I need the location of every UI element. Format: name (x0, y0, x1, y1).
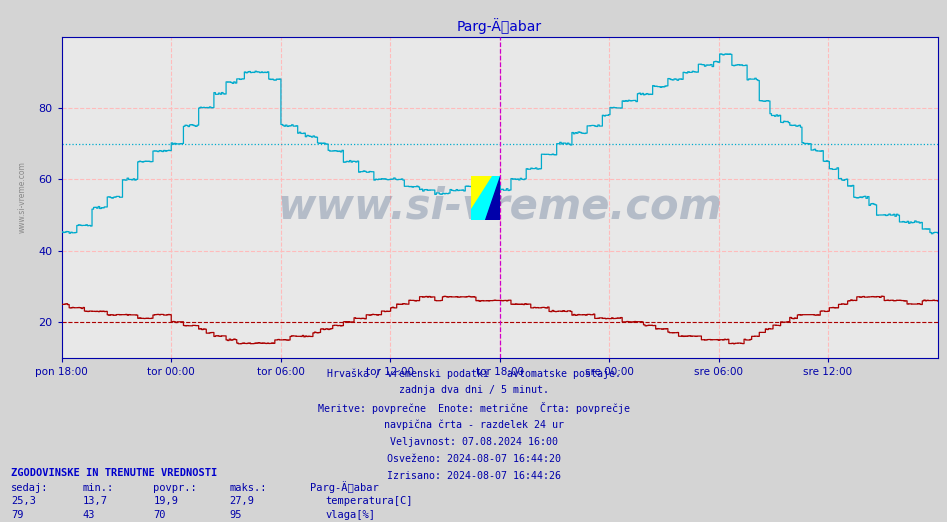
Text: 70: 70 (153, 511, 166, 520)
Text: maks.:: maks.: (229, 483, 267, 493)
Text: Hrvaška / vremenski podatki - avtomatske postaje.: Hrvaška / vremenski podatki - avtomatske… (327, 368, 620, 378)
Text: 19,9: 19,9 (153, 496, 178, 506)
Text: vlaga[%]: vlaga[%] (326, 511, 376, 520)
Text: www.si-vreme.com: www.si-vreme.com (18, 161, 27, 233)
Text: min.:: min.: (82, 483, 114, 493)
Text: 25,3: 25,3 (11, 496, 36, 506)
Text: ZGODOVINSKE IN TRENUTNE VREDNOSTI: ZGODOVINSKE IN TRENUTNE VREDNOSTI (11, 468, 218, 478)
Text: 13,7: 13,7 (82, 496, 107, 506)
Text: povpr.:: povpr.: (153, 483, 197, 493)
Text: 27,9: 27,9 (229, 496, 254, 506)
Polygon shape (472, 176, 492, 209)
Text: Izrisano: 2024-08-07 16:44:26: Izrisano: 2024-08-07 16:44:26 (386, 471, 561, 481)
Text: sedaj:: sedaj: (11, 483, 49, 493)
Text: Osveženo: 2024-08-07 16:44:20: Osveženo: 2024-08-07 16:44:20 (386, 454, 561, 464)
Title: Parg-Äabar: Parg-Äabar (457, 18, 542, 34)
Text: 95: 95 (229, 511, 241, 520)
Text: Meritve: povprečne  Enote: metrične  Črta: povprečje: Meritve: povprečne Enote: metrične Črta:… (317, 402, 630, 414)
Text: www.si-vreme.com: www.si-vreme.com (277, 186, 722, 228)
Text: zadnja dva dni / 5 minut.: zadnja dva dni / 5 minut. (399, 385, 548, 395)
Polygon shape (472, 176, 500, 220)
Text: temperatura[C]: temperatura[C] (326, 496, 413, 506)
Text: 43: 43 (82, 511, 95, 520)
Text: navpična črta - razdelek 24 ur: navpična črta - razdelek 24 ur (384, 420, 563, 430)
Polygon shape (486, 176, 500, 220)
Text: Parg-Äabar: Parg-Äabar (310, 481, 379, 493)
Text: Veljavnost: 07.08.2024 16:00: Veljavnost: 07.08.2024 16:00 (389, 437, 558, 447)
Text: 79: 79 (11, 511, 24, 520)
